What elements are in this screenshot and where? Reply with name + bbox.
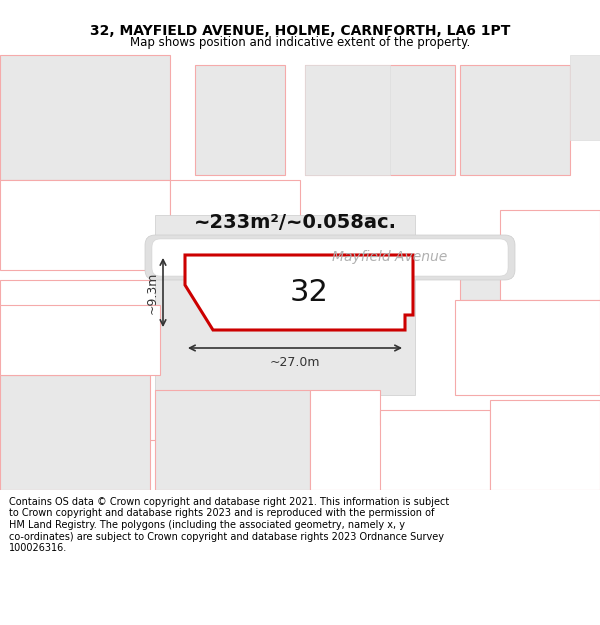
Text: ~27.0m: ~27.0m [270,356,320,369]
Text: ~233m²/~0.058ac.: ~233m²/~0.058ac. [193,213,397,231]
Polygon shape [570,55,600,140]
Polygon shape [0,55,170,180]
Polygon shape [500,210,600,300]
Polygon shape [490,400,600,490]
Text: Map shows position and indicative extent of the property.: Map shows position and indicative extent… [130,36,470,49]
Text: ~9.3m: ~9.3m [146,271,159,314]
Text: 32, MAYFIELD AVENUE, HOLME, CARNFORTH, LA6 1PT: 32, MAYFIELD AVENUE, HOLME, CARNFORTH, L… [90,24,510,38]
Polygon shape [155,390,310,490]
Polygon shape [460,245,600,300]
Polygon shape [305,65,390,175]
Polygon shape [380,410,490,490]
Polygon shape [455,300,600,395]
Polygon shape [0,305,160,375]
Polygon shape [0,180,170,270]
Text: Mayfield Avenue: Mayfield Avenue [332,250,448,264]
Polygon shape [170,180,300,270]
Polygon shape [155,215,415,395]
Polygon shape [310,390,420,490]
FancyBboxPatch shape [145,235,515,280]
Text: 32: 32 [290,278,328,307]
Polygon shape [460,65,570,175]
Polygon shape [0,375,150,490]
Polygon shape [0,340,120,440]
Polygon shape [195,65,285,175]
Polygon shape [305,65,455,175]
Text: Contains OS data © Crown copyright and database right 2021. This information is : Contains OS data © Crown copyright and d… [9,497,449,553]
Polygon shape [185,255,413,330]
Polygon shape [0,280,170,440]
FancyBboxPatch shape [152,239,508,276]
